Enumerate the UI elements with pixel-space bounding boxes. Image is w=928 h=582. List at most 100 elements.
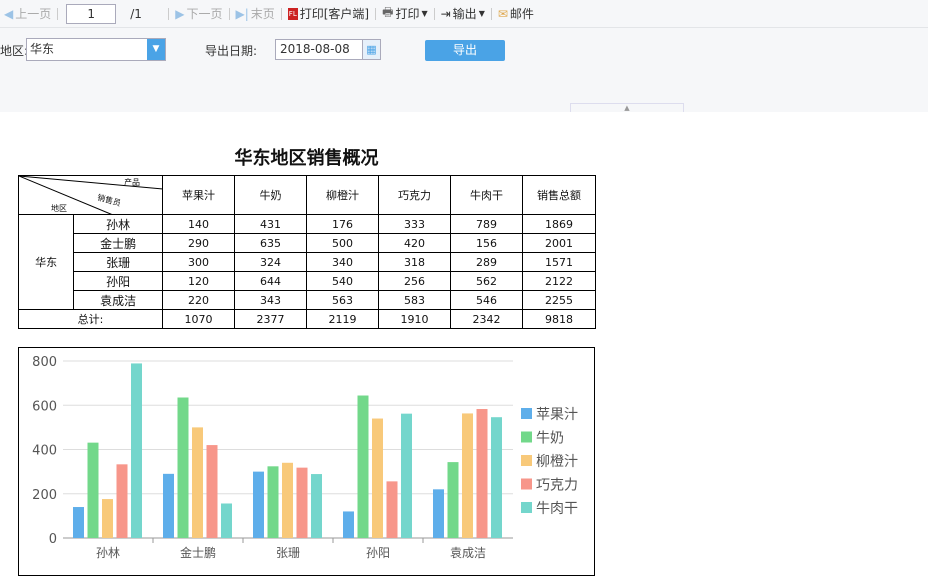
bar[interactable] (296, 467, 308, 538)
divider (57, 7, 59, 20)
bar[interactable] (163, 473, 174, 538)
value-cell: 300 (162, 252, 235, 272)
parameter-panel: ◀ 上一页 1 /1 ▶ 下一页 ▶| 末页 FL 打印[客户端] 🖶 打印 ▼ ⇥ 输出 ▼ … (0, 0, 928, 112)
next-page-button[interactable]: ▶ 下一页 (175, 6, 223, 22)
bar[interactable] (267, 466, 279, 538)
value-cell: 500 (306, 233, 379, 253)
prev-page-button[interactable]: ◀ 上一页 (4, 6, 52, 22)
page-number-input[interactable]: 1 (66, 3, 117, 24)
bar[interactable] (177, 397, 189, 538)
value-cell: 176 (306, 214, 379, 234)
column-header: 牛肉干 (450, 175, 523, 215)
bar[interactable] (253, 471, 264, 538)
salesperson-cell: 孙阳 (73, 271, 163, 291)
total-cell: 2377 (234, 309, 307, 329)
chevron-down-icon[interactable]: ▼ (147, 39, 165, 60)
bar[interactable] (372, 418, 383, 538)
value-cell: 2122 (522, 271, 596, 291)
bar[interactable] (462, 413, 473, 538)
value-cell: 289 (450, 252, 523, 272)
export-menu-button[interactable]: ⇥ 输出 ▼ (440, 6, 485, 22)
value-cell: 563 (306, 290, 379, 310)
bar[interactable] (433, 489, 444, 538)
bar[interactable] (311, 474, 322, 538)
value-cell: 290 (162, 233, 235, 253)
legend-label[interactable]: 牛肉干 (536, 501, 578, 517)
calendar-icon[interactable]: ▦ (362, 40, 380, 59)
total-cell: 9818 (522, 309, 596, 329)
bar[interactable] (343, 511, 354, 538)
date-input[interactable]: 2018-08-08 ▦ (275, 39, 381, 60)
legend-swatch (521, 478, 532, 490)
column-header: 销售总额 (522, 175, 596, 215)
column-header: 柳橙汁 (306, 175, 379, 215)
value-cell: 431 (234, 214, 307, 234)
mail-button[interactable]: ✉ 邮件 (497, 6, 534, 22)
value-cell: 2001 (522, 233, 596, 253)
region-cell: 华东 (17, 214, 75, 310)
bar[interactable] (221, 503, 232, 538)
y-tick-label: 800 (32, 355, 57, 370)
bar[interactable] (386, 481, 398, 538)
export-button[interactable]: 导出 (425, 40, 505, 61)
bar[interactable] (401, 413, 412, 538)
bar[interactable] (476, 409, 488, 538)
bar[interactable] (282, 462, 293, 538)
legend-label[interactable]: 苹果汁 (536, 407, 578, 423)
bar[interactable] (447, 462, 459, 538)
triangle-right-icon: ▶ (175, 6, 185, 21)
print-client-button[interactable]: FL 打印[客户端] (287, 7, 370, 21)
table-row: 金士鹏 290 635 500 420 156 2001 (19, 233, 596, 253)
salesperson-cell: 袁成洁 (73, 290, 163, 310)
salesperson-cell: 金士鹏 (73, 233, 163, 253)
x-tick-label: 张珊 (276, 546, 300, 560)
bar[interactable] (206, 445, 218, 538)
divider (375, 7, 377, 20)
x-tick-label: 金士鹏 (180, 545, 216, 560)
collapse-panel-handle[interactable]: ▲ (570, 103, 684, 112)
caret-down-icon: ▼ (478, 9, 485, 18)
value-cell: 318 (378, 252, 451, 272)
legend-swatch (521, 455, 532, 466)
value-cell: 2255 (522, 290, 596, 310)
total-row: 总计: 1070 2377 2119 1910 2342 9818 (18, 309, 596, 329)
value-cell: 583 (378, 290, 451, 310)
page-total: /1 (130, 6, 142, 21)
divider (168, 7, 170, 20)
value-cell: 156 (450, 233, 523, 253)
legend-label[interactable]: 柳橙汁 (536, 453, 578, 470)
mail-icon: ✉ (497, 6, 508, 21)
x-tick-label: 袁成洁 (450, 546, 486, 560)
last-page-button[interactable]: ▶| 末页 (235, 6, 275, 22)
total-cell: 1070 (162, 309, 235, 329)
column-header: 牛奶 (234, 175, 307, 215)
column-header: 巧克力 (378, 175, 451, 215)
bar[interactable] (192, 427, 203, 538)
legend-label[interactable]: 巧克力 (536, 478, 578, 494)
bar[interactable] (102, 499, 113, 538)
corner-header: 产品 销售员 地区 (18, 175, 163, 215)
bar[interactable] (491, 417, 502, 538)
value-cell: 333 (378, 214, 451, 234)
legend-swatch (521, 408, 532, 419)
value-cell: 343 (234, 290, 307, 310)
report-title: 华东地区销售概况 (234, 148, 379, 169)
bar[interactable] (73, 507, 84, 538)
bar[interactable] (357, 395, 369, 538)
diagonal-lines (19, 176, 163, 215)
value-cell: 789 (450, 214, 523, 234)
bar[interactable] (131, 363, 142, 538)
legend-label[interactable]: 牛奶 (536, 431, 564, 447)
value-cell: 546 (450, 290, 523, 310)
total-cell: 1910 (378, 309, 451, 329)
value-cell: 256 (378, 271, 451, 291)
print-button[interactable]: 🖶 打印 ▼ (378, 3, 432, 24)
pdf-icon: FL (287, 7, 298, 20)
sales-table: 产品 销售员 地区 苹果汁 牛奶 柳橙汁 巧克力 牛肉干 销售总额 华东 孙林 14… (17, 175, 596, 329)
legend-swatch (521, 502, 532, 513)
bar[interactable] (116, 464, 128, 538)
bar[interactable] (87, 442, 99, 538)
total-cell: 2342 (450, 309, 523, 329)
region-select[interactable]: 华东 ▼ (26, 38, 166, 61)
value-cell: 540 (306, 271, 379, 291)
